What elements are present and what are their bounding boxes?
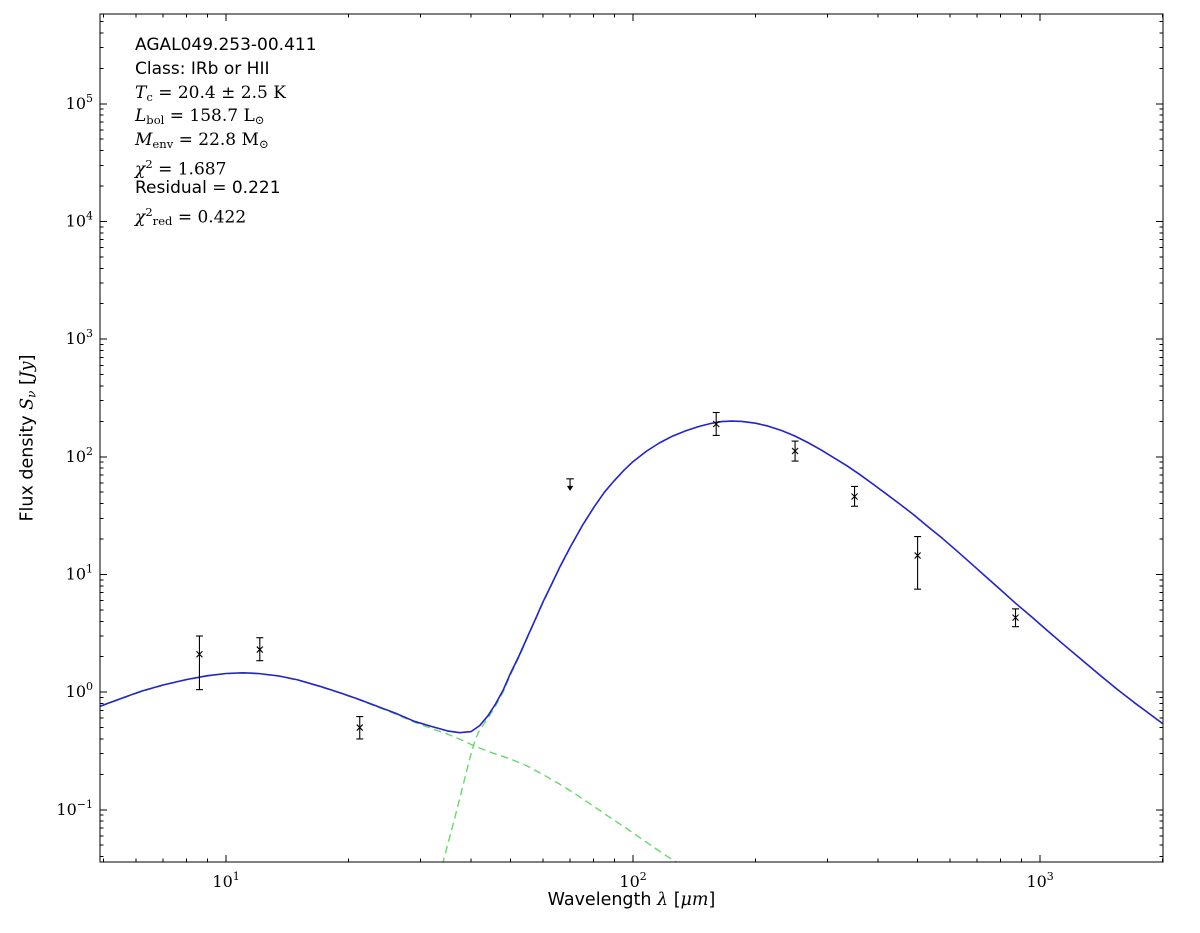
data-point: [851, 485, 859, 507]
annotation-line: AGAL049.253-00.411: [135, 34, 317, 58]
data-point: [566, 478, 574, 491]
text-segment: red: [152, 213, 173, 228]
upper-limit-arrow-icon: [566, 485, 574, 491]
text-segment: χ: [135, 159, 146, 180]
y-tick-label: 10−1: [56, 798, 93, 819]
data-point: [195, 635, 203, 691]
annotation-line: Menv = 22.8 M⊙: [135, 129, 317, 153]
annotation-box: AGAL049.253-00.411 Class: IRb or HII Tc = …: [135, 34, 317, 228]
x-marker: [196, 650, 203, 658]
data-point: [791, 440, 799, 462]
y-tick-label: 101: [66, 562, 93, 583]
text-segment: μm: [680, 890, 709, 910]
text-segment: ν: [24, 390, 39, 398]
x-marker: [356, 724, 364, 731]
x-axis-label: Wavelength λ [μm]: [100, 890, 1163, 910]
text-segment: λ: [657, 890, 669, 910]
y-tick-label: 105: [66, 92, 93, 113]
x-tick-label: 101: [212, 870, 239, 891]
text-segment: Residual = 0.221: [135, 177, 281, 198]
text-segment: Jy: [17, 361, 38, 379]
data-points: [195, 411, 1020, 740]
text-segment: Wavelength: [547, 890, 658, 910]
text-segment: Flux density: [17, 409, 38, 522]
cold-component-curve: [442, 491, 605, 862]
series-curves: [100, 420, 1163, 862]
axes: [99, 13, 1164, 863]
text-segment: c: [146, 89, 153, 104]
y-tick-label: 102: [66, 445, 93, 466]
x-marker: [914, 552, 921, 559]
text-segment: ⊙: [254, 113, 265, 128]
text-segment: = 158.7 L: [164, 106, 255, 127]
x-tick-label: 103: [1026, 870, 1053, 891]
data-point: [712, 411, 720, 436]
annotation-line: Tc = 20.4 ± 2.5 K: [135, 82, 317, 106]
text-segment: = 1.687: [152, 159, 227, 180]
x-marker: [1012, 614, 1019, 621]
x-tick-label: 102: [619, 870, 646, 891]
axes-frame: [99, 13, 1164, 863]
x-marker: [791, 447, 799, 455]
text-segment: χ: [135, 206, 146, 227]
data-point: [256, 637, 264, 662]
text-segment: S: [17, 397, 38, 410]
annotation-line: Residual = 0.221: [135, 177, 317, 201]
text-segment: T: [135, 82, 147, 103]
text-segment: 2: [145, 156, 153, 171]
text-segment: bol: [146, 113, 165, 128]
data-point: [914, 536, 922, 590]
y-tick-label: 103: [66, 327, 93, 348]
text-segment: = 20.4 ± 2.5 K: [152, 82, 286, 103]
text-segment: AGAL049.253-00.411: [135, 35, 317, 55]
text-segment: ]: [708, 890, 716, 910]
annotation-line: Class: IRb or HII: [135, 58, 317, 82]
x-marker: [256, 646, 264, 653]
warm-component-curve: [100, 672, 678, 862]
annotation-line: χ2 = 1.687: [135, 153, 317, 180]
text-segment: M: [135, 130, 153, 151]
text-segment: Class: IRb or HII: [135, 58, 270, 79]
y-tick-label: 104: [66, 209, 93, 230]
text-segment: 2: [145, 204, 153, 219]
y-axis-label: Flux density Sν [Jy]: [18, 354, 39, 521]
data-point: [356, 716, 364, 740]
x-marker: [851, 493, 858, 500]
text-segment: env: [152, 137, 174, 152]
text-segment: ]: [17, 354, 38, 362]
annotation-line: χ2red = 0.422: [135, 201, 317, 228]
text-segment: = 22.8 M: [173, 130, 259, 151]
text-segment: = 0.422: [172, 206, 247, 227]
text-segment: [: [668, 890, 681, 910]
y-tick-label: 100: [66, 680, 93, 701]
data-point: [1012, 608, 1020, 628]
model-total-curve: [100, 420, 1163, 734]
text-segment: [: [17, 378, 38, 391]
x-marker: [712, 420, 720, 428]
text-segment: ⊙: [258, 137, 269, 152]
annotation-line: Lbol = 158.7 L⊙: [135, 105, 317, 129]
text-segment: L: [135, 106, 147, 127]
